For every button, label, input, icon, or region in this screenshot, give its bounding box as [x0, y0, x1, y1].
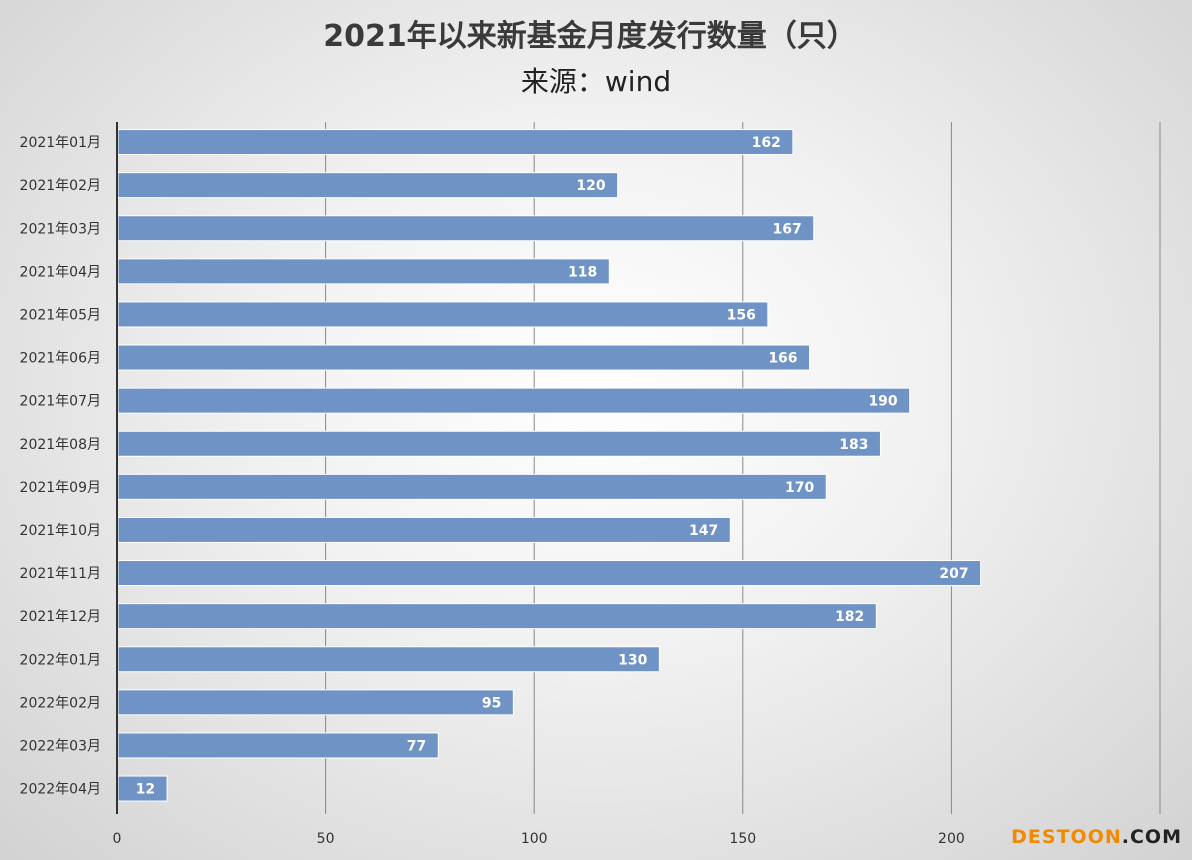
- bar: [117, 689, 514, 716]
- chart-title: 2021年以来新基金月度发行数量（只）: [323, 19, 857, 54]
- data-labels: 162 120 167 118 156 166 190 183 170 147 207 182 130 9…: [136, 135, 969, 798]
- bar-value-label: 118: [568, 264, 597, 280]
- bar-value-label: 120: [576, 178, 605, 194]
- bar-value-label: 167: [772, 221, 801, 237]
- bar: [117, 258, 610, 285]
- bar-value-label: 95: [482, 695, 501, 711]
- bar-value-label: 156: [727, 307, 756, 323]
- bar-value-label: 147: [689, 523, 718, 539]
- bar-value-label: 190: [868, 394, 897, 410]
- bar: [117, 301, 769, 328]
- bar: [117, 215, 815, 242]
- bar: [117, 646, 660, 673]
- watermark-text-main: DESTOON: [1011, 826, 1122, 848]
- chart-subtitle: 来源：wind: [521, 65, 671, 98]
- category-label: 2022年02月: [20, 695, 101, 711]
- bar-value-label: 166: [768, 351, 797, 367]
- x-tick-label: 200: [938, 831, 965, 847]
- watermark-text-domain: .COM: [1121, 826, 1182, 848]
- bar: [117, 732, 439, 759]
- category-label: 2021年04月: [20, 264, 101, 280]
- category-label: 2021年11月: [20, 566, 101, 582]
- bar-value-label: 170: [785, 480, 814, 496]
- bar: [117, 516, 731, 543]
- category-label: 2022年04月: [20, 782, 101, 798]
- category-label: 2021年08月: [20, 437, 101, 453]
- category-axis-labels: 2021年01月 2021年02月 2021年03月 2021年04月 2021年05月…: [20, 135, 101, 798]
- x-tick-label: 50: [317, 831, 335, 847]
- bar: [117, 775, 168, 802]
- watermark-logo: DESTOON.COM: [1011, 826, 1182, 848]
- category-label: 2022年01月: [20, 652, 101, 668]
- bar-value-label: 183: [839, 437, 868, 453]
- category-label: 2021年07月: [20, 394, 101, 410]
- bar-value-label: 182: [835, 609, 864, 625]
- bar-value-label: 12: [136, 782, 155, 798]
- category-label: 2021年09月: [20, 480, 101, 496]
- value-axis-labels: 0 50 100 150 200: [113, 831, 965, 847]
- bars: [117, 129, 982, 802]
- bar: [117, 430, 881, 457]
- category-label: 2021年05月: [20, 307, 101, 323]
- category-label: 2021年06月: [20, 351, 101, 367]
- bar-value-label: 207: [939, 566, 968, 582]
- bar: [117, 560, 982, 587]
- bar-value-label: 162: [752, 135, 781, 151]
- bar: [117, 172, 619, 199]
- category-label: 2021年12月: [20, 609, 101, 625]
- category-label: 2022年03月: [20, 738, 101, 754]
- category-label: 2021年01月: [20, 135, 101, 151]
- bar: [117, 129, 794, 156]
- category-label: 2021年03月: [20, 221, 101, 237]
- category-label: 2021年02月: [20, 178, 101, 194]
- x-tick-label: 150: [729, 831, 756, 847]
- x-tick-label: 100: [521, 831, 548, 847]
- bar: [117, 603, 877, 630]
- bar: [117, 344, 811, 371]
- x-tick-label: 0: [113, 831, 122, 847]
- bar-value-label: 77: [407, 738, 426, 754]
- bar-value-label: 130: [618, 652, 647, 668]
- category-label: 2021年10月: [20, 523, 101, 539]
- bar: [117, 387, 911, 414]
- bar: [117, 473, 827, 500]
